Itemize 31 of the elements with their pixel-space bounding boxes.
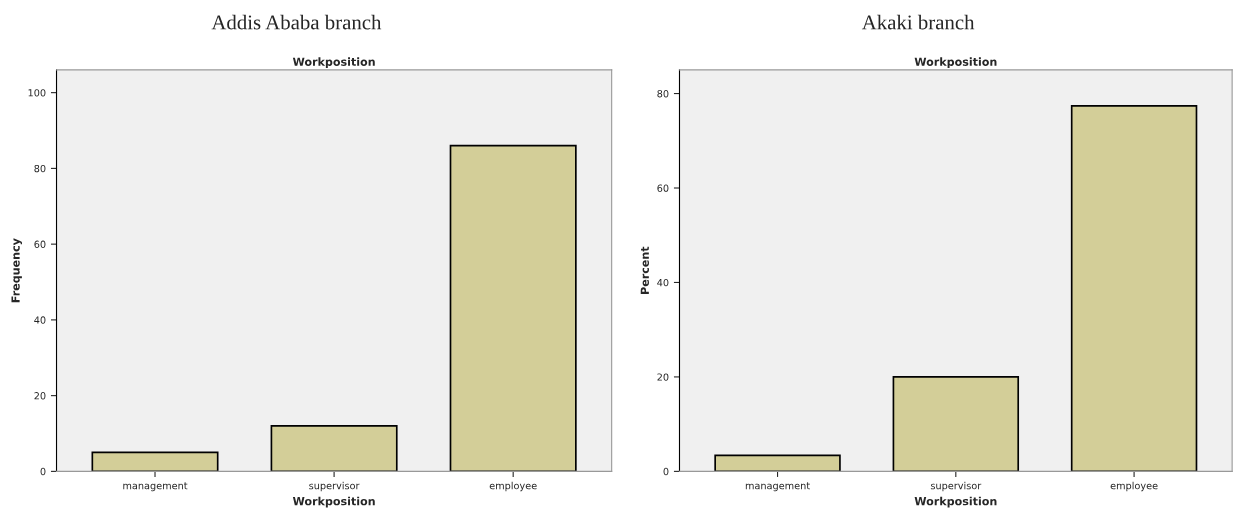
y-tick-label: 0	[663, 467, 669, 476]
bar	[449, 144, 577, 472]
y-tick-label: 20	[34, 392, 46, 400]
bar	[714, 454, 841, 472]
y-axis-title: Frequency	[11, 238, 22, 303]
y-tick-label: 40	[657, 278, 669, 287]
chart-subtitle: Workposition	[914, 57, 997, 69]
y-axis-title: Percent	[640, 246, 649, 294]
x-axis-title: Workposition	[292, 496, 375, 508]
x-tick-label: management	[745, 482, 810, 492]
x-tick-label: employee	[489, 481, 537, 492]
y-tick-label: 80	[34, 164, 46, 173]
bar	[270, 425, 398, 472]
y-tick-label: 60	[657, 184, 669, 192]
x-tick-label: supervisor	[930, 481, 982, 492]
x-tick-label: management	[123, 482, 188, 492]
x-axis-title: Workposition	[914, 496, 997, 508]
chart-title: Akaki branch	[861, 14, 975, 30]
x-tick-label: supervisor	[309, 481, 360, 492]
y-tick-label: 0	[40, 467, 46, 476]
y-tick-label: 40	[34, 316, 46, 324]
chart-title: Addis Ababa branch	[211, 14, 382, 30]
y-tick-label: 60	[34, 240, 46, 248]
bar	[91, 451, 219, 472]
y-tick-label: 100	[28, 89, 46, 97]
y-tick-label: 80	[657, 90, 669, 98]
y-tick-label: 20	[657, 373, 669, 381]
x-tick-label: employee	[1110, 481, 1158, 492]
bar	[1070, 104, 1198, 472]
chart-subtitle: Workposition	[292, 57, 375, 69]
bar	[892, 376, 1020, 472]
